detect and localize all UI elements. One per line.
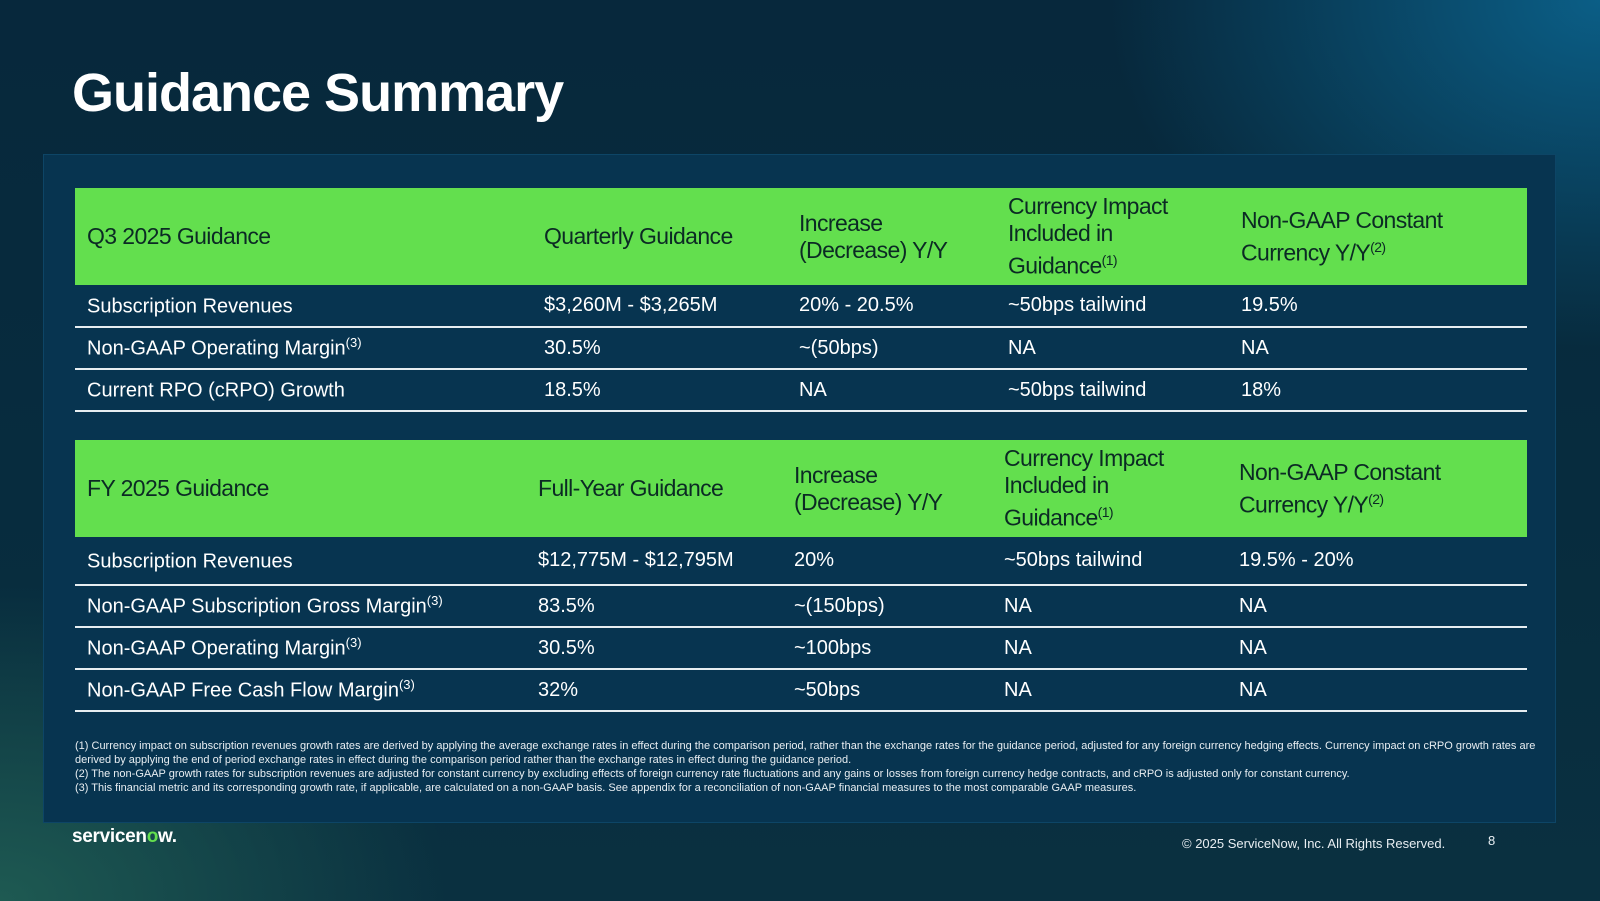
table-cell: 32% [526,669,782,712]
header-cell: Quarterly Guidance [544,223,733,249]
table-cell: $3,260M - $3,265M [532,285,787,328]
row-label: Subscription Revenues [75,537,526,586]
q3-guidance-table: Q3 2025 Guidance Quarterly Guidance Incr… [75,188,1527,412]
table-cell: 19.5% - 20% [1227,537,1527,586]
table-row: Non-GAAP Operating Margin(3) 30.5% ~(50b… [75,327,1527,370]
page-number: 8 [1488,833,1496,848]
table-cell: ~100bps [782,627,992,670]
table-cell: ~50bps tailwind [992,537,1227,586]
fy-guidance-table: FY 2025 Guidance Full-Year Guidance Incr… [75,440,1527,712]
table-row: Non-GAAP Free Cash Flow Margin(3) 32% ~5… [75,669,1527,712]
header-cell: Currency Impact Included in Guidance(1) [1008,193,1168,279]
table-cell: NA [1227,627,1527,670]
table-cell: 30.5% [526,627,782,670]
row-label: Current RPO (cRPO) Growth [75,369,532,412]
table-cell: $12,775M - $12,795M [526,537,782,586]
row-label: Subscription Revenues [75,285,532,328]
table-cell: ~50bps [782,669,992,712]
table-cell: NA [1227,585,1527,628]
row-label: Non-GAAP Operating Margin(3) [75,627,526,670]
table-cell: 20% [782,537,992,586]
table-cell: ~50bps tailwind [996,285,1229,328]
table-cell: 30.5% [532,327,787,370]
row-label: Non-GAAP Operating Margin(3) [75,327,532,370]
table-cell: NA [996,327,1229,370]
header-cell: Non-GAAP Constant Currency Y/Y(2) [1239,458,1441,518]
table-cell: NA [992,627,1227,670]
page-title: Guidance Summary [72,63,564,123]
copyright-text: © 2025 ServiceNow, Inc. All Rights Reser… [1182,836,1446,851]
table-row: Subscription Revenues $12,775M - $12,795… [75,537,1527,586]
header-cell: Non-GAAP Constant Currency Y/Y(2) [1241,206,1443,266]
footnote-2: (2) The non-GAAP growth rates for subscr… [75,768,1350,780]
row-label: Non-GAAP Free Cash Flow Margin(3) [75,669,526,712]
table-cell: 18% [1229,369,1527,412]
header-cell: Full-Year Guidance [538,475,724,501]
table-cell: NA [787,369,996,412]
table-cell: ~(50bps) [787,327,996,370]
table-cell: NA [992,585,1227,628]
table-header-row: Q3 2025 Guidance Quarterly Guidance Incr… [75,188,1527,285]
table-header-row: FY 2025 Guidance Full-Year Guidance Incr… [75,440,1527,537]
row-label: Non-GAAP Subscription Gross Margin(3) [75,585,526,628]
table-cell: NA [1229,327,1527,370]
guidance-panel: Q3 2025 Guidance Quarterly Guidance Incr… [43,154,1556,823]
table-cell: 18.5% [532,369,787,412]
header-cell: Increase (Decrease) Y/Y [799,209,948,263]
header-cell: Currency Impact Included in Guidance(1) [1004,445,1164,531]
table-cell: 20% - 20.5% [787,285,996,328]
header-cell: FY 2025 Guidance [87,475,269,501]
table-cell: 83.5% [526,585,782,628]
table-cell: NA [992,669,1227,712]
table-row: Current RPO (cRPO) Growth 18.5% NA ~50bp… [75,369,1527,412]
table-row: Non-GAAP Operating Margin(3) 30.5% ~100b… [75,627,1527,670]
header-cell: Q3 2025 Guidance [87,223,271,249]
table-cell: ~(150bps) [782,585,992,628]
servicenow-logo: servicenow. [72,826,177,847]
table-cell: 19.5% [1229,285,1527,328]
footnotes: (1) Currency impact on subscription reve… [75,739,1555,795]
table-cell: ~50bps tailwind [996,369,1229,412]
table-row: Subscription Revenues $3,260M - $3,265M … [75,285,1527,328]
footnote-3: (3) This financial metric and its corres… [75,782,1137,794]
footnote-1: (1) Currency impact on subscription reve… [75,740,1536,766]
table-row: Non-GAAP Subscription Gross Margin(3) 83… [75,585,1527,628]
header-cell: Increase (Decrease) Y/Y [794,461,943,515]
table-cell: NA [1227,669,1527,712]
